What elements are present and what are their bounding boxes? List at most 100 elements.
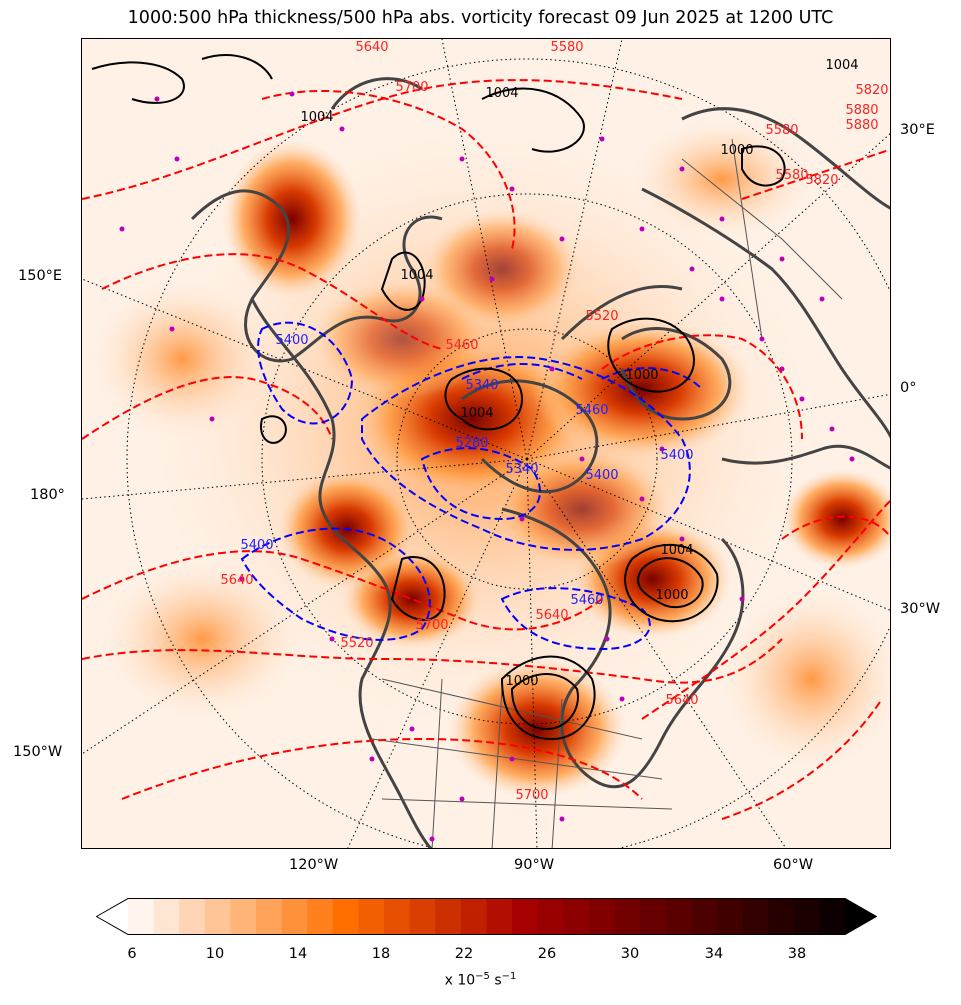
contour-label: 5700 (415, 618, 448, 633)
colorbar-segment (409, 898, 436, 935)
unit-exponent: −5 (475, 971, 490, 982)
colorbar-segment (332, 898, 360, 935)
thickness-blue-labels: 5400 5340 5280 5340 5400 5400 5460 5400 … (240, 333, 693, 608)
contour-label: 5460 (575, 403, 608, 418)
colorbar-tick: 30 (620, 946, 640, 962)
colorbar-tick: 34 (704, 946, 724, 962)
colorbar-segment (307, 898, 334, 935)
mslp-labels: 1004 1004 1000 1004 1004 1004 1004 1000 … (300, 58, 858, 689)
contour-label: 5700 (395, 80, 428, 95)
contour-label: 5280 (455, 436, 488, 451)
colorbar-segment (716, 898, 744, 935)
contour-label: 5820 (855, 83, 888, 98)
contour-label: 1004 (400, 268, 433, 283)
colorbar-segment (384, 898, 411, 935)
colorbar-segment (179, 898, 206, 935)
colorbar-segment (128, 898, 155, 935)
colorbar-segment (563, 898, 590, 935)
colorbar-segment (793, 898, 820, 935)
colorbar-segment (768, 898, 795, 935)
colorbar-tick: 38 (787, 946, 807, 962)
map-canvas: 5640 5580 5820 5880 5700 5460 5520 5580 … (82, 39, 890, 848)
contour-label: 1000 (655, 588, 688, 603)
colorbar-extend-max (845, 898, 877, 935)
thickness-contours-red (82, 79, 890, 820)
colorbar-segment (819, 898, 846, 935)
lon-label-30w: 30°W (900, 601, 941, 617)
contour-label: 5700 (515, 788, 548, 803)
lon-label-0: 0° (900, 380, 917, 396)
colorbar-segment (256, 898, 283, 935)
contour-label: 5580 (550, 40, 583, 55)
thickness-red-labels: 5640 5580 5820 5880 5700 5460 5520 5580 … (220, 40, 888, 803)
colorbar-segment (640, 898, 667, 935)
colorbar-segment (153, 898, 180, 935)
lon-label-60w: 60°W (773, 857, 814, 873)
contour-label: 5340 (465, 378, 498, 393)
contour-label: 5400 (240, 538, 273, 553)
thickness-contours-blue (240, 321, 703, 651)
contour-label: 5400 (585, 468, 618, 483)
lon-label-90w: 90°W (514, 857, 555, 873)
contour-label: 5400 (275, 333, 308, 348)
colorbar-segment (588, 898, 616, 935)
contour-label: 5880 (845, 118, 878, 133)
colorbar-segment (358, 898, 385, 935)
colorbar-tick: 22 (454, 946, 474, 962)
colorbar-tick: 14 (288, 946, 308, 962)
colorbar (96, 898, 877, 935)
colorbar-extend-min (96, 898, 128, 935)
contour-label: 5880 (845, 103, 878, 118)
contour-label: 5580 (775, 168, 808, 183)
lon-label-150e: 150°E (18, 268, 63, 284)
contour-label: 1004 (300, 110, 333, 125)
colorbar-tick: 26 (537, 946, 557, 962)
colorbar-segment (691, 898, 718, 935)
colorbar-segment (204, 898, 232, 935)
contour-label: 5640 (220, 573, 253, 588)
colorbar-outline (96, 898, 877, 935)
contour-label: 1004 (660, 543, 693, 558)
contour-label: 1004 (485, 86, 518, 101)
colorbar-tick: 6 (127, 946, 137, 962)
lon-label-180: 180° (30, 487, 65, 503)
colorbar-segment (230, 898, 257, 935)
contour-label: 5460 (570, 593, 603, 608)
unit-base: x 10 (444, 972, 476, 989)
colorbar-segment (742, 898, 769, 935)
contour-label: 5640 (535, 608, 568, 623)
lon-label-30e: 30°E (900, 122, 935, 138)
contour-label: 5520 (340, 636, 373, 651)
contour-label: 5340 (505, 462, 538, 477)
colorbar-unit-label: x 10−5 s−1 (0, 971, 961, 989)
contour-label: 5520 (585, 309, 618, 324)
colorbar-segment (486, 898, 513, 935)
colorbar-tick: 10 (205, 946, 225, 962)
lon-label-150w: 150°W (13, 744, 63, 760)
contour-label: 1000 (505, 674, 538, 689)
colorbar-segment (435, 898, 462, 935)
borders (371, 138, 843, 848)
map-panel: 5640 5580 5820 5880 5700 5460 5520 5580 … (81, 38, 891, 849)
colorbar-tick: 18 (371, 946, 391, 962)
unit-mid: s (489, 972, 502, 989)
colorbar-segment (614, 898, 641, 935)
contour-label: 5820 (805, 173, 838, 188)
pressure-center-markers (119, 91, 855, 842)
contour-label: 5400 (660, 448, 693, 463)
contour-label: 1004 (460, 406, 493, 421)
contour-label: 5640 (665, 693, 698, 708)
colorbar-segment (512, 898, 539, 935)
unit-exponent-2: −1 (501, 971, 517, 982)
colorbar-segment (537, 898, 564, 935)
mslp-contours (91, 54, 786, 741)
lon-label-120w: 120°W (289, 857, 339, 873)
contour-label: 1000 (720, 143, 753, 158)
colorbar-segment (460, 898, 488, 935)
contour-label: 5580 (765, 123, 798, 138)
contour-label: 1000 (625, 368, 658, 383)
coastlines (190, 77, 890, 848)
colorbar-segment (281, 898, 308, 935)
figure-title: 1000:500 hPa thickness/500 hPa abs. vort… (127, 8, 834, 28)
contour-label: 1004 (825, 58, 858, 73)
